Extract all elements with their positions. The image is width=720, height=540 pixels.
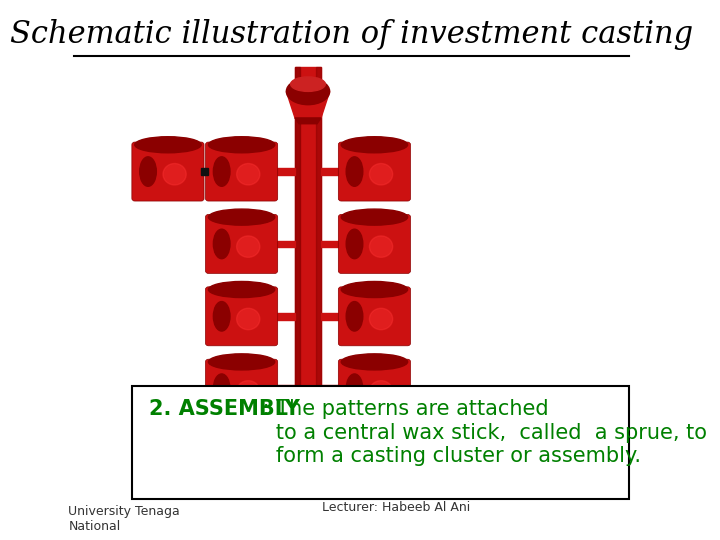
Ellipse shape [237, 164, 260, 185]
Ellipse shape [341, 209, 408, 225]
Bar [275, 386, 295, 392]
Bar [275, 241, 295, 247]
Ellipse shape [341, 354, 408, 370]
Ellipse shape [369, 164, 392, 185]
Bar [275, 313, 295, 320]
Ellipse shape [291, 77, 325, 91]
Ellipse shape [208, 209, 275, 225]
Polygon shape [295, 118, 321, 124]
Text: Schematic illustration of investment casting: Schematic illustration of investment cas… [10, 19, 693, 50]
Polygon shape [287, 91, 330, 118]
FancyBboxPatch shape [205, 359, 278, 418]
Ellipse shape [140, 157, 156, 186]
Ellipse shape [341, 137, 408, 153]
Ellipse shape [346, 229, 363, 259]
Bar [321, 168, 341, 175]
FancyBboxPatch shape [205, 214, 278, 273]
Ellipse shape [163, 164, 186, 185]
Bar [275, 168, 295, 175]
Ellipse shape [369, 381, 392, 402]
Ellipse shape [208, 281, 275, 298]
Ellipse shape [213, 301, 230, 331]
Ellipse shape [208, 137, 275, 153]
FancyBboxPatch shape [338, 287, 410, 346]
Ellipse shape [346, 301, 363, 331]
Text: 2. ASSEMBLY: 2. ASSEMBLY [149, 400, 300, 420]
Ellipse shape [237, 308, 260, 330]
FancyBboxPatch shape [338, 214, 410, 273]
FancyBboxPatch shape [338, 142, 410, 201]
Bar [321, 386, 341, 392]
Ellipse shape [287, 78, 330, 105]
Ellipse shape [213, 374, 230, 403]
Text: University Tenaga
National: University Tenaga National [68, 505, 180, 533]
Ellipse shape [213, 157, 230, 186]
FancyBboxPatch shape [132, 142, 204, 201]
Bar [295, 67, 321, 475]
Text: : The patterns are attached
   to a central wax stick,  called  a sprue, to
   f: : The patterns are attached to a central… [256, 400, 707, 466]
Bar [316, 67, 321, 475]
Ellipse shape [237, 381, 260, 402]
Bar [321, 313, 341, 320]
Ellipse shape [135, 137, 201, 153]
FancyBboxPatch shape [205, 287, 278, 346]
Ellipse shape [346, 374, 363, 403]
FancyBboxPatch shape [132, 386, 629, 498]
Ellipse shape [369, 236, 392, 258]
Bar [321, 241, 341, 247]
Ellipse shape [213, 229, 230, 259]
Bar [201, 168, 208, 175]
Ellipse shape [237, 236, 260, 258]
Ellipse shape [369, 308, 392, 330]
FancyBboxPatch shape [205, 142, 278, 201]
Ellipse shape [341, 281, 408, 298]
Ellipse shape [346, 157, 363, 186]
Text: Lecturer: Habeeb Al Ani: Lecturer: Habeeb Al Ani [323, 501, 471, 514]
FancyBboxPatch shape [338, 359, 410, 418]
Ellipse shape [208, 354, 275, 370]
Bar [295, 67, 300, 475]
